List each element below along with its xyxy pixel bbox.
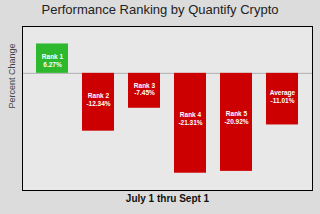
svg-text:Rank 4-21.31%: Rank 4-21.31% <box>178 111 202 126</box>
svg-text:Rank 5-20.92%: Rank 5-20.92% <box>224 110 248 125</box>
svg-text:Percent Change: Percent Change <box>7 43 17 108</box>
svg-text:Rank 16.27%: Rank 16.27% <box>42 53 64 68</box>
svg-text:Rank 3-7.45%: Rank 3-7.45% <box>134 82 156 97</box>
svg-text:July 1 thru Sept 1: July 1 thru Sept 1 <box>126 193 210 204</box>
html-text:Performance Ranking by Quantif: Performance Ranking by Quantify Crypto <box>41 2 279 17</box>
svg-text:Rank 2-12.34%: Rank 2-12.34% <box>86 92 110 107</box>
svg-text:Average-11.01%: Average-11.01% <box>270 89 296 104</box>
